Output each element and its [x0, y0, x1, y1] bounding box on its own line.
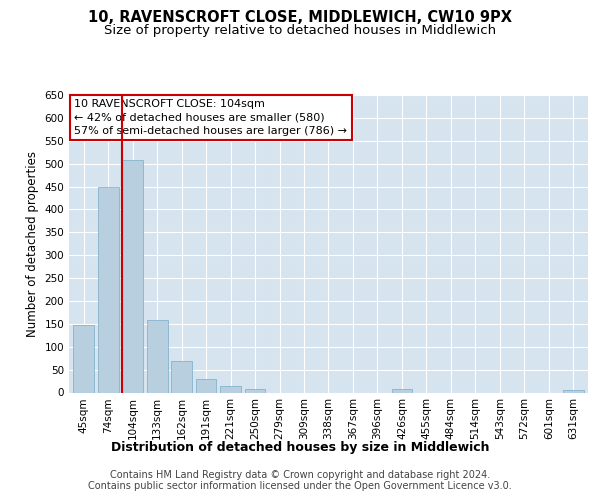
Bar — [563, 390, 584, 392]
Text: 10 RAVENSCROFT CLOSE: 104sqm
← 42% of detached houses are smaller (580)
57% of s: 10 RAVENSCROFT CLOSE: 104sqm ← 42% of de… — [74, 100, 347, 136]
Bar — [122, 160, 143, 392]
Bar — [220, 386, 241, 392]
Bar — [392, 390, 412, 392]
Text: Contains HM Land Registry data © Crown copyright and database right 2024.: Contains HM Land Registry data © Crown c… — [110, 470, 490, 480]
Bar — [98, 186, 119, 392]
Y-axis label: Number of detached properties: Number of detached properties — [26, 151, 39, 337]
Bar — [147, 320, 167, 392]
Text: Contains public sector information licensed under the Open Government Licence v3: Contains public sector information licen… — [88, 481, 512, 491]
Text: 10, RAVENSCROFT CLOSE, MIDDLEWICH, CW10 9PX: 10, RAVENSCROFT CLOSE, MIDDLEWICH, CW10 … — [88, 10, 512, 25]
Bar — [196, 379, 217, 392]
Bar — [245, 389, 265, 392]
Bar — [171, 362, 192, 392]
Text: Distribution of detached houses by size in Middlewich: Distribution of detached houses by size … — [111, 441, 489, 454]
Bar — [73, 325, 94, 392]
Text: Size of property relative to detached houses in Middlewich: Size of property relative to detached ho… — [104, 24, 496, 37]
